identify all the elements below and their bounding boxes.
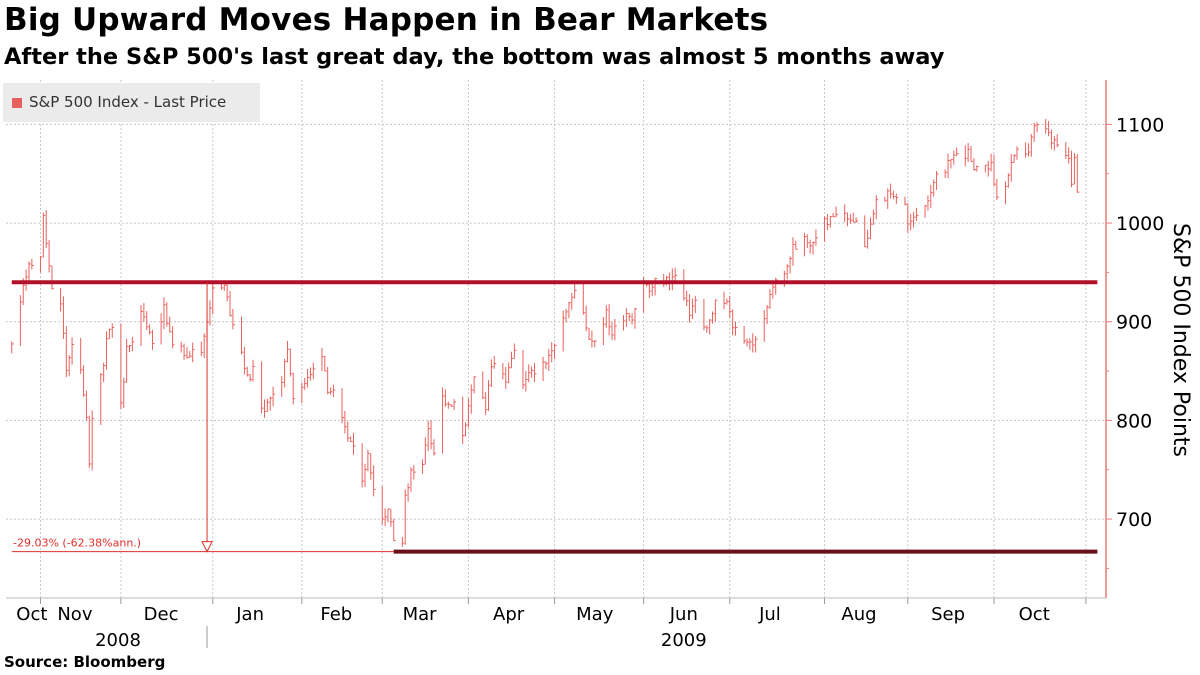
y-tick-label: 800 <box>1116 410 1152 432</box>
y-tick-label: 1000 <box>1116 213 1164 235</box>
price-series <box>11 118 1080 547</box>
x-month-label: Oct <box>16 604 47 625</box>
chart-subtitle: After the S&P 500's last great day, the … <box>4 44 945 70</box>
x-month-label: Jun <box>669 604 698 625</box>
annotation-label: -29.03% (-62.38%ann.) <box>13 537 141 550</box>
overlays: -29.03% (-62.38%ann.) <box>11 280 1098 554</box>
x-month-label: Aug <box>841 604 876 625</box>
x-year-label: 2008 <box>95 630 141 651</box>
axes: 700 800 900 1000 1100 Oct Nov Dec Jan Feb Mar Apr Ma… <box>6 80 1193 651</box>
x-month-label: Feb <box>320 604 352 625</box>
x-month-label: Dec <box>144 604 179 625</box>
x-month-label: Sep <box>931 604 965 625</box>
x-month-label: Apr <box>493 604 525 625</box>
y-axis-title: S&P 500 Index Points <box>1168 223 1193 457</box>
grid <box>6 80 1106 598</box>
x-month-label: Nov <box>57 604 92 625</box>
x-month-label: Oct <box>1019 604 1050 625</box>
source-note: Source: Bloomberg <box>4 653 166 671</box>
legend-label: S&P 500 Index - Last Price <box>29 93 227 111</box>
annotation-arrowhead <box>201 541 213 553</box>
x-month-label: Mar <box>403 604 438 625</box>
x-month-label: Jul <box>758 604 781 625</box>
y-tick-label: 1100 <box>1116 114 1164 136</box>
x-year-label: 2009 <box>661 630 707 651</box>
x-month-label: Jan <box>235 604 264 625</box>
legend: S&P 500 Index - Last Price <box>3 83 260 122</box>
y-tick-label: 700 <box>1116 509 1152 531</box>
y-tick-label: 900 <box>1116 312 1152 334</box>
chart-title: Big Upward Moves Happen in Bear Markets <box>4 2 769 38</box>
x-month-label: May <box>576 604 614 625</box>
legend-swatch <box>12 98 22 108</box>
